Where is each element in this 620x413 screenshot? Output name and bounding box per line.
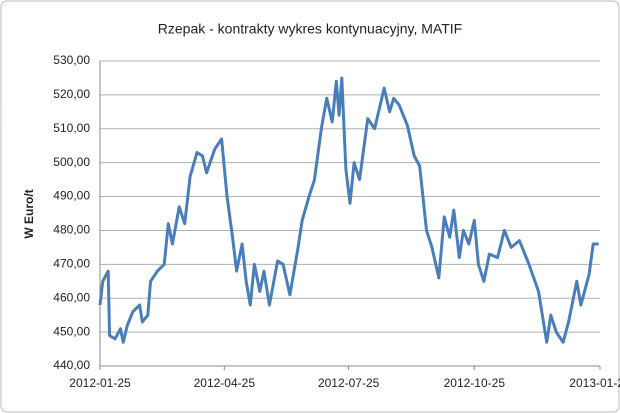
- y-tick-label: 490,00: [53, 189, 90, 203]
- y-tick-label: 510,00: [53, 121, 90, 135]
- y-tick-label: 530,00: [53, 53, 90, 67]
- data-line: [98, 76, 599, 344]
- x-tick-label: 2013-01-25: [569, 376, 620, 390]
- y-axis-label: W Euro/t: [22, 189, 36, 238]
- y-tick-label: 480,00: [53, 223, 90, 237]
- y-tick-label: 460,00: [53, 290, 90, 304]
- chart-title: Rzepak - kontrakty wykres kontynuacyjny,…: [158, 21, 462, 37]
- x-tick-label: 2012-01-25: [69, 376, 131, 390]
- y-tick-label: 470,00: [53, 257, 90, 271]
- y-tick-label: 450,00: [53, 324, 90, 338]
- x-tick-label: 2012-07-25: [318, 376, 380, 390]
- y-tick-label: 500,00: [53, 155, 90, 169]
- x-tick-label: 2012-04-25: [194, 376, 256, 390]
- y-tick-label: 520,00: [53, 87, 90, 101]
- x-tick-label: 2012-10-25: [444, 376, 506, 390]
- y-tick-label: 440,00: [53, 358, 90, 372]
